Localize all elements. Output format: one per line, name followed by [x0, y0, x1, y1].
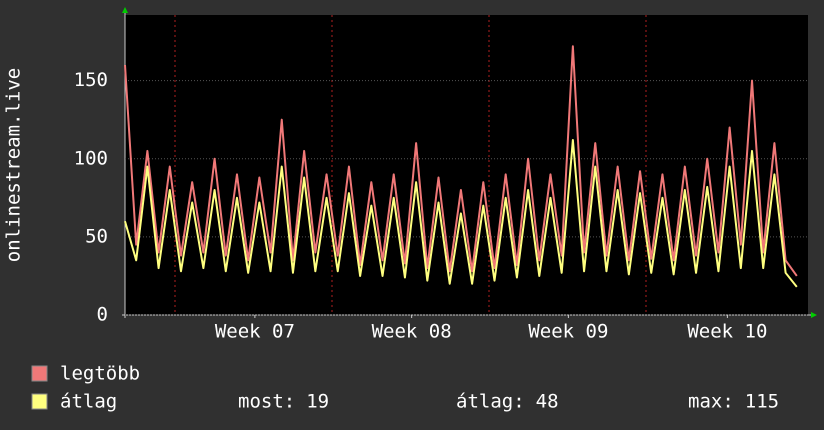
legend-label: legtöbb: [60, 363, 140, 385]
series-line: [124, 139, 798, 288]
x-tick-label: Week 10: [687, 321, 767, 343]
y-tick-label: 100: [74, 147, 108, 169]
legend-swatch: [31, 393, 48, 410]
y-tick-label: 50: [85, 225, 108, 247]
y-tick-label: 150: [74, 69, 108, 91]
x-tick-label: Week 08: [372, 321, 452, 343]
x-tick-label: Week 09: [528, 321, 608, 343]
week-boundaries: [174, 15, 647, 315]
stat-value: 19: [306, 391, 329, 413]
legend-swatch: [31, 365, 48, 382]
stat-label: most:: [238, 391, 295, 413]
y-axis-label: onlinestream.live: [3, 68, 25, 262]
x-tick-label: Week 07: [215, 321, 295, 343]
legend-label: átlag: [60, 391, 117, 413]
stat-label: max:: [688, 391, 734, 413]
series-line: [124, 45, 798, 277]
x-axis-arrow: [811, 312, 817, 318]
stat-value: 115: [745, 391, 779, 413]
stat-value: 48: [536, 391, 559, 413]
y-axis-arrow: [122, 7, 128, 13]
y-tick-label: 0: [97, 304, 108, 326]
stat-label: átlag:: [456, 391, 525, 413]
